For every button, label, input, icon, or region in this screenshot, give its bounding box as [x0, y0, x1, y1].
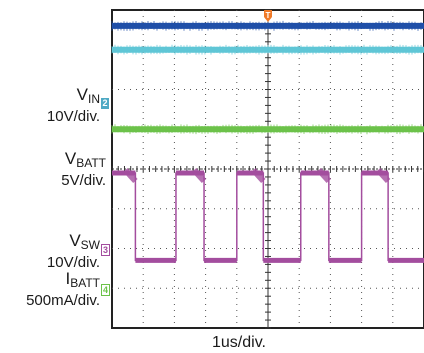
trigger-label: T: [266, 11, 271, 20]
vin-subscript: IN: [88, 92, 100, 106]
vin-scale: 10V/div.: [47, 108, 100, 125]
vbatt-subscript: BATT: [76, 156, 106, 170]
vbatt-symbol: V: [65, 149, 76, 168]
trigger-marker: T: [264, 10, 272, 22]
ibatt-label: IBATT 500mA/div.: [4, 270, 100, 309]
ch4-marker-icon: 4: [101, 284, 110, 296]
vsw-symbol: V: [69, 231, 80, 250]
grid: [112, 10, 424, 328]
vin-symbol: V: [77, 85, 88, 104]
timebase-label: 1us/div.: [212, 334, 266, 352]
ch2-marker-icon: 2: [101, 98, 109, 109]
vbatt-label: VBATT 5V/div.: [20, 150, 106, 189]
vsw-scale: 10V/div.: [47, 254, 100, 271]
ibatt-subscript: BATT: [70, 276, 100, 290]
ch3-marker-icon: 3: [101, 244, 110, 256]
vbatt-scale: 5V/div.: [61, 172, 106, 189]
vsw-subscript: SW: [81, 238, 100, 252]
vin-label: VIN 10V/div.: [20, 86, 100, 125]
ibatt-scale: 500mA/div.: [26, 292, 100, 309]
vsw-label: VSW 10V/div.: [20, 232, 100, 271]
